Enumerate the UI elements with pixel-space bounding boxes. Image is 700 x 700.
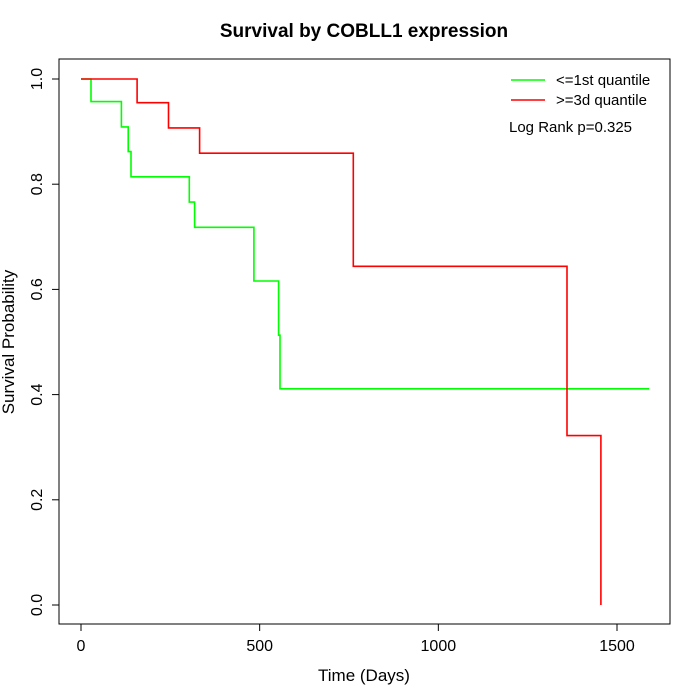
y-axis: 0.0 0.2 0.4 0.6 0.8 1.0 [29,68,60,616]
x-tick-label: 1500 [599,638,635,655]
x-tick-label: 500 [246,638,273,655]
legend-label-2: >=3d quantile [556,92,647,109]
x-tick-label: 1000 [421,638,457,655]
y-tick-label: 0.6 [29,278,46,300]
y-tick-label: 0.8 [29,173,46,195]
plot-frame [58,58,671,625]
series-line-1 [81,78,650,390]
series-layer [81,78,650,605]
series-line-2 [81,78,602,605]
legend: <=1st quantile >=3d quantile [511,72,650,109]
x-tick-label: 0 [77,638,86,655]
chart-title: Survival by COBLL1 expression [220,21,508,42]
log-rank-annotation: Log Rank p=0.325 [509,119,632,136]
y-tick-label: 1.0 [29,68,46,90]
x-axis: 0 500 1000 1500 [77,623,635,655]
y-axis-label: Survival Probability [0,269,18,414]
y-tick-label: 0.0 [29,594,46,616]
y-tick-label: 0.2 [29,489,46,511]
x-axis-label: Time (Days) [318,666,410,685]
y-tick-label: 0.4 [29,383,46,405]
legend-label-1: <=1st quantile [556,72,650,89]
